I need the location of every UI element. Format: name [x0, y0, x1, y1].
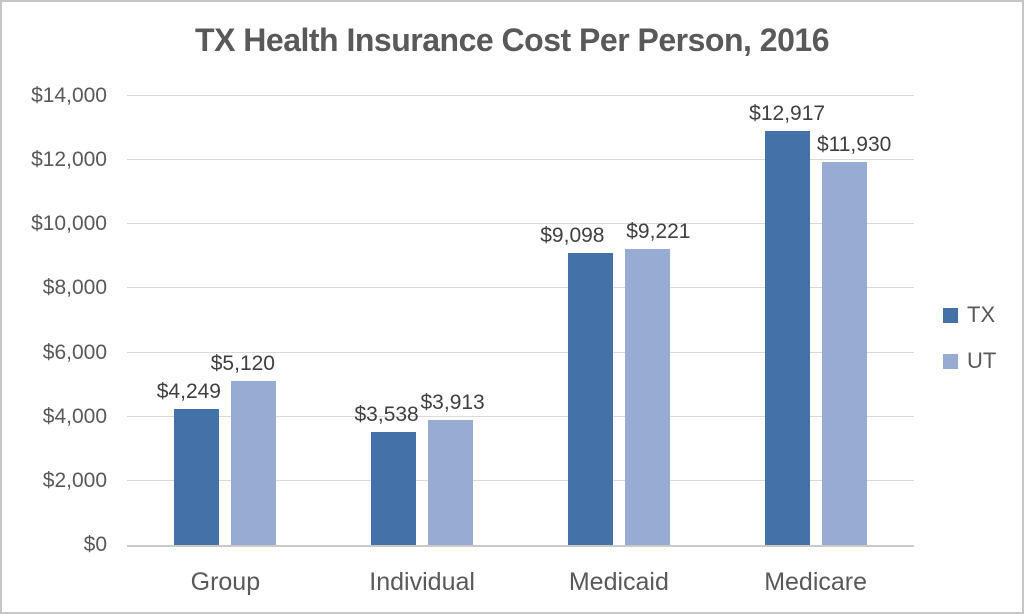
data-label-tx-group: $4,249: [156, 379, 221, 403]
gridline: [127, 479, 914, 481]
data-label-tx-individual: $3,538: [354, 402, 419, 426]
gridline: [127, 351, 914, 353]
bar-tx-individual: $3,538: [355, 403, 419, 545]
legend-swatch-ut-icon: [943, 353, 958, 369]
bar-ut-medicare: $11,930: [817, 133, 891, 545]
legend-item-tx: TX: [943, 302, 996, 328]
data-label-ut-medicaid: $9,221: [626, 220, 691, 244]
gridline: [127, 159, 914, 161]
data-label-ut-group: $5,120: [210, 351, 275, 375]
plot-area: $4,249 $5,120 $3,538 $3,913 $9,098 $9,221 $12,…: [127, 95, 914, 547]
gridline: [127, 415, 914, 417]
y-axis-tick-label: $6,000: [42, 340, 107, 364]
y-axis-tick-label: $2,000: [42, 468, 107, 492]
legend-label-tx: TX: [967, 302, 996, 327]
bar-ut-group: $5,120: [211, 352, 277, 545]
legend-item-ut: UT: [943, 348, 996, 374]
bar-ut-medicaid: $9,221: [624, 220, 690, 545]
y-axis-tick-label: $12,000: [31, 148, 107, 172]
bar-tx-medicaid: $9,098: [540, 224, 613, 545]
bar-group-medicare: $12,917 $11,930: [749, 102, 891, 545]
x-axis-label-medicaid: Medicaid: [568, 568, 669, 596]
y-axis-tick-label: $0: [83, 533, 107, 556]
bar-group-group: $4,249 $5,120: [157, 352, 277, 545]
legend-label-ut: UT: [967, 348, 997, 373]
bar-ut-individual: $3,913: [421, 391, 485, 545]
gridline: [127, 95, 914, 96]
gridline: [127, 223, 914, 225]
data-label-ut-individual: $3,913: [420, 390, 485, 414]
chart-title: TX Health Insurance Cost Per Person, 201…: [195, 22, 829, 58]
x-axis-label-medicare: Medicare: [764, 568, 868, 596]
y-axis-tick-label: $8,000: [42, 276, 107, 300]
bar-tx-medicare: $12,917: [749, 102, 825, 545]
x-axis-label-individual: Individual: [369, 568, 475, 596]
x-axis-label-group: Group: [190, 568, 261, 596]
legend-swatch-tx-icon: [943, 307, 958, 323]
data-label-tx-medicare: $12,917: [749, 101, 826, 125]
bar-group-individual: $3,538 $3,913: [355, 391, 485, 545]
bar-tx-group: $4,249: [157, 380, 221, 545]
data-label-tx-medicaid: $9,098: [540, 224, 605, 248]
bar-group-medicaid: $9,098 $9,221: [540, 220, 690, 545]
legend: TX UT: [943, 302, 996, 374]
y-axis-tick-label: $10,000: [31, 212, 107, 236]
gridline: [127, 287, 914, 289]
data-label-ut-medicare: $11,930: [816, 133, 892, 157]
y-axis-tick-label: $4,000: [42, 404, 107, 428]
y-axis-tick-label: $14,000: [31, 84, 107, 107]
